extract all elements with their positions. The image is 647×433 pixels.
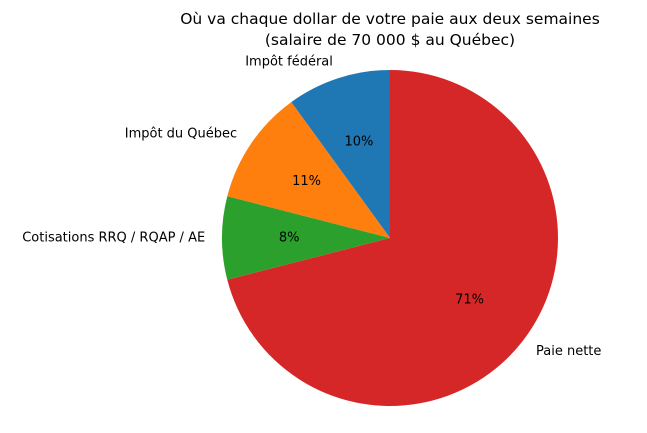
slice-percent-1: 11%	[292, 174, 321, 189]
pie-slice-2	[222, 196, 390, 280]
slice-labels: Impôt fédéral Impôt du Québec Cotisations …	[22, 55, 601, 359]
pie-slices	[222, 70, 559, 406]
pie-slice-3	[227, 70, 559, 406]
slice-label-2: Cotisations RRQ / RQAP / AE	[22, 231, 205, 246]
pie-slice-0	[291, 70, 390, 238]
slice-percent-2: 8%	[279, 231, 300, 246]
slice-label-1: Impôt du Québec	[125, 127, 237, 142]
chart-title-line-2: (salaire de 70 000 $ au Québec)	[265, 31, 515, 49]
slice-percent-0: 10%	[344, 135, 373, 150]
slice-label-3: Paie nette	[536, 344, 601, 359]
pie-slice-1	[227, 102, 390, 238]
chart-title-line-1: Où va chaque dollar de votre paie aux de…	[180, 10, 600, 28]
slice-percent-3: 71%	[455, 292, 484, 307]
slice-label-0: Impôt fédéral	[245, 55, 333, 70]
slice-percent-labels: 10% 11% 8% 71%	[279, 135, 484, 308]
